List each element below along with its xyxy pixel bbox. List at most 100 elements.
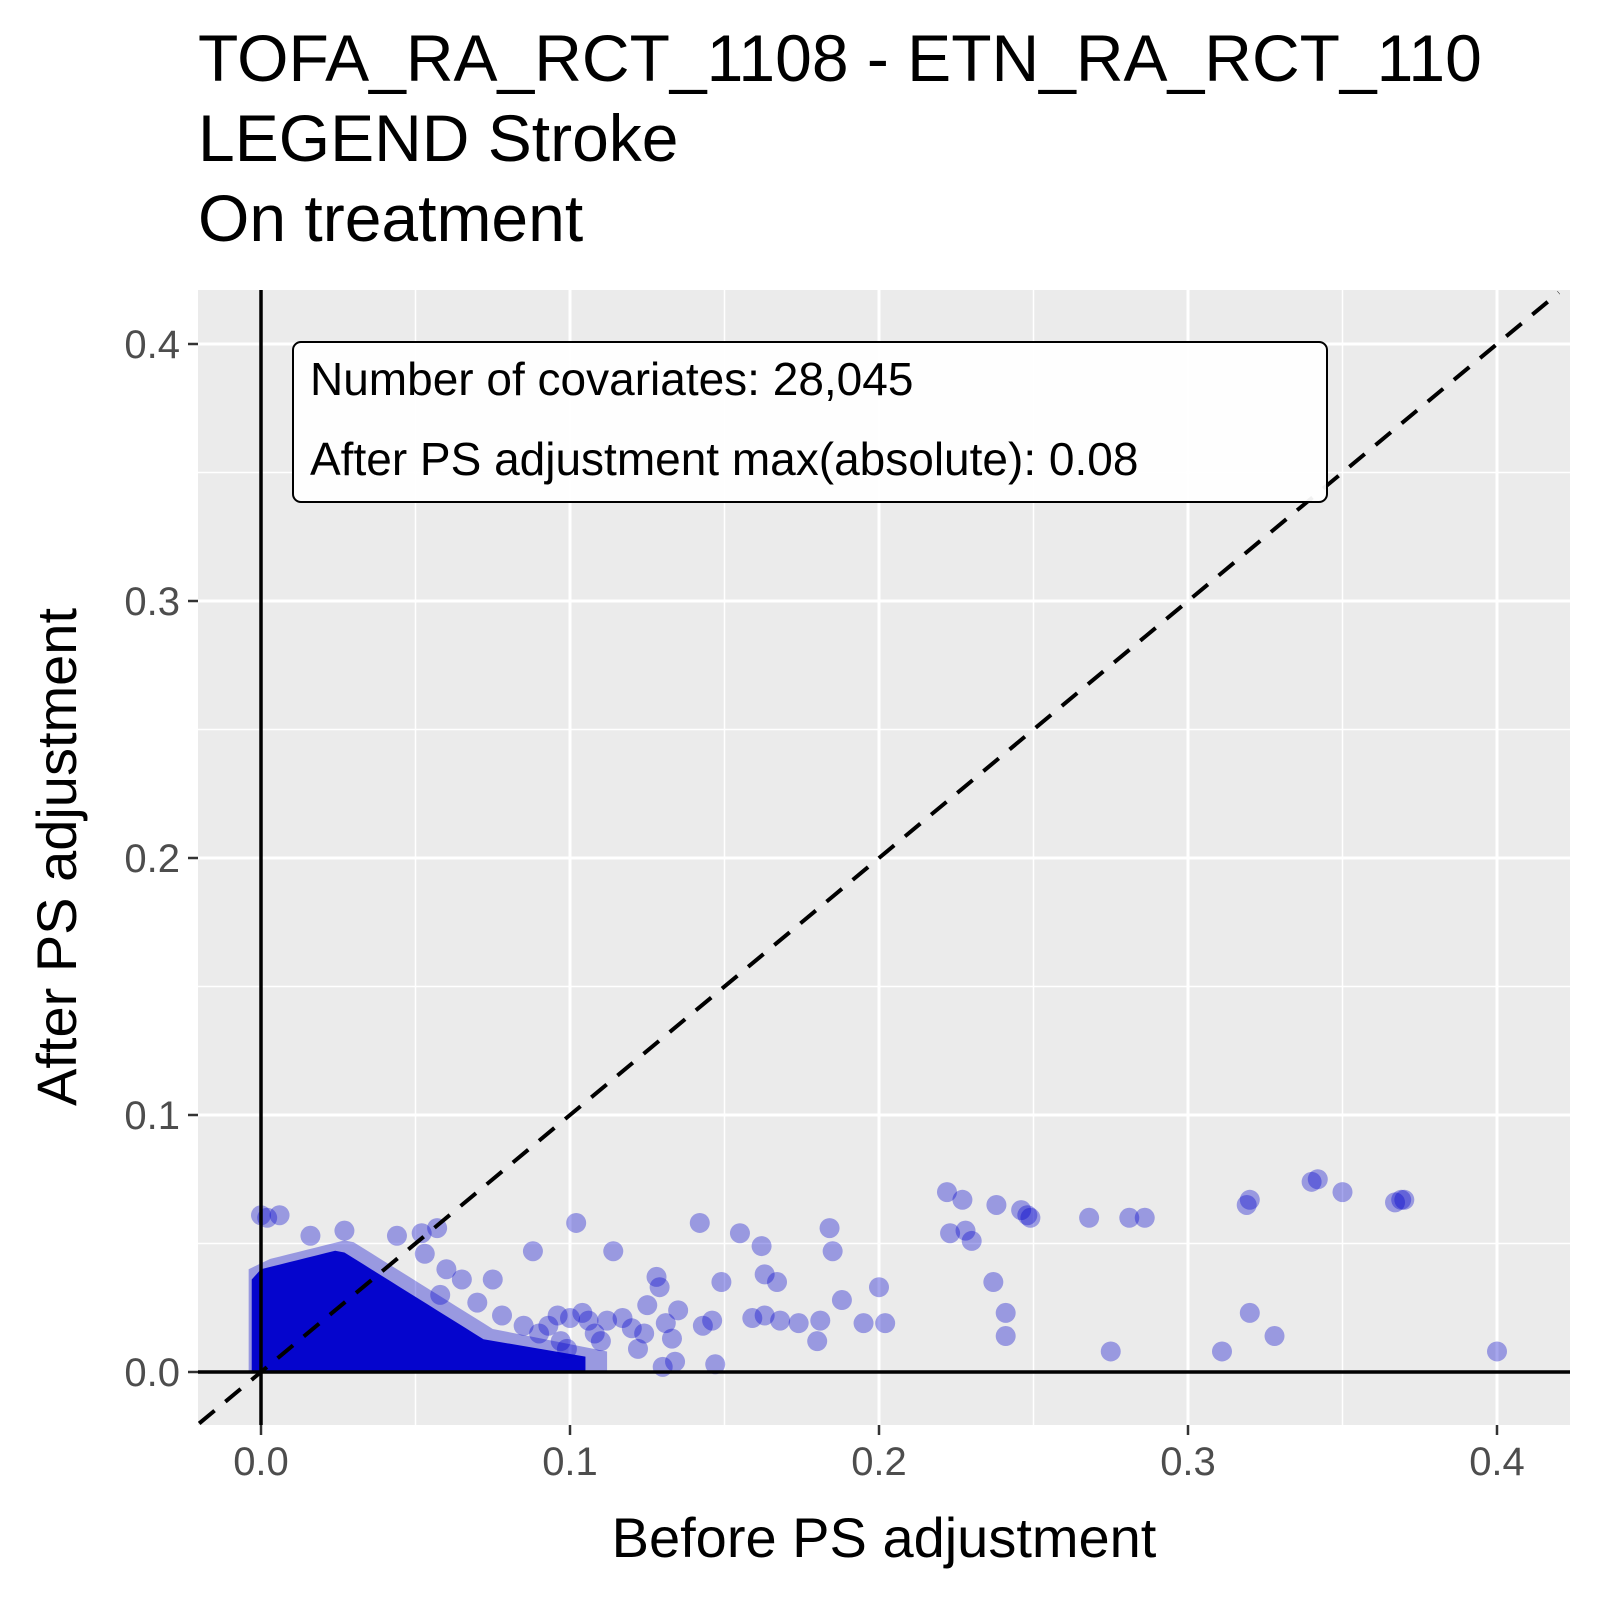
data-point [584,1323,605,1344]
data-point [875,1313,896,1334]
data-point [952,1189,973,1210]
data-point [550,1331,571,1352]
density-cluster-halo [248,1240,608,1372]
chart-title-line-3: On treatment [198,181,584,255]
x-tick-label: 0.4 [1469,1440,1525,1484]
data-point [665,1351,686,1372]
data-point [705,1354,726,1375]
y-tick-label: 0.2 [124,837,180,881]
density-cluster [248,1240,608,1372]
annotation-frame [292,341,1328,503]
data-point [1301,1171,1322,1192]
data-point [819,1218,840,1239]
data-point [300,1225,321,1246]
data-point [754,1305,775,1326]
data-point [334,1220,355,1241]
data-point [961,1230,982,1251]
chart-title-line-2: LEGEND Stroke [198,101,679,175]
data-point [661,1328,682,1349]
data-point [655,1313,676,1334]
data-point [627,1338,648,1359]
data-point [702,1310,723,1331]
data-point [560,1308,580,1329]
reference-line-diagonal [198,291,1561,1425]
data-point [1134,1207,1155,1228]
data-point [386,1225,407,1246]
data-point [810,1310,831,1331]
data-point [986,1194,1007,1215]
data-point [788,1313,809,1334]
data-point [430,1284,451,1305]
points-layer [251,1169,1507,1377]
data-point [482,1269,503,1290]
y-tick-label: 0.4 [124,323,180,367]
annotation-line-1: Number of covariates: 28,045 [310,353,913,405]
data-point [955,1220,976,1241]
data-point [522,1241,543,1262]
data-point [1487,1341,1507,1362]
data-point [1100,1341,1121,1362]
axes: 0.0 0.1 0.2 0.3 0.4 0.0 0.1 0.2 0.3 0.4 [124,323,1524,1484]
data-point [566,1212,587,1233]
data-point [1394,1189,1415,1210]
annotation-box: Number of covariates: 28,045 After PS ad… [292,341,1328,503]
data-point [668,1300,689,1321]
data-point [451,1269,472,1290]
data-point [1017,1205,1038,1226]
data-point [436,1259,457,1280]
data-point [513,1315,534,1336]
data-point [711,1272,732,1293]
data-point [869,1277,889,1298]
data-point [612,1308,633,1329]
data-point [751,1236,772,1257]
data-point [1211,1341,1232,1362]
chart-title-line-1: TOFA_RA_RCT_1108 - ETN_RA_RCT_110 [198,21,1482,95]
data-point [603,1241,624,1262]
data-point [831,1290,852,1311]
x-tick-label: 0.2 [851,1440,907,1484]
data-point [649,1277,670,1298]
data-point [995,1326,1016,1347]
data-point [1264,1326,1285,1347]
data-point [621,1318,642,1339]
data-point [1011,1200,1032,1221]
data-point [1236,1194,1257,1215]
annotation-line-2: After PS adjustment max(absolute): 0.08 [310,433,1138,485]
x-tick-label: 0.0 [233,1440,289,1484]
data-point [1020,1207,1041,1228]
data-point [770,1310,791,1331]
data-point [1239,1302,1260,1323]
data-point [269,1205,290,1226]
data-point [807,1331,828,1352]
density-cluster-area [251,1250,586,1372]
data-point [529,1323,550,1344]
data-point [414,1243,435,1264]
data-point [1385,1192,1406,1213]
data-point [853,1313,874,1334]
data-point [983,1272,1004,1293]
data-point [692,1315,713,1336]
data-point [1307,1169,1328,1190]
y-tick-label: 0.1 [124,1094,180,1138]
x-axis-label: Before PS adjustment [612,1506,1157,1569]
y-axis-label: After PS adjustment [25,608,88,1106]
data-point [538,1315,559,1336]
data-point [1119,1207,1140,1228]
data-point [1391,1189,1412,1210]
x-tick-label: 0.1 [542,1440,598,1484]
data-point [729,1223,750,1244]
reference-lines [198,290,1570,1425]
data-point [572,1302,593,1323]
data-point [1239,1189,1260,1210]
data-point [597,1310,618,1331]
data-point [742,1308,763,1329]
data-point [1332,1182,1353,1203]
data-point [995,1302,1016,1323]
data-point [689,1212,710,1233]
data-point [767,1272,788,1293]
data-point [547,1305,568,1326]
data-point [754,1264,775,1285]
data-point [578,1310,599,1331]
